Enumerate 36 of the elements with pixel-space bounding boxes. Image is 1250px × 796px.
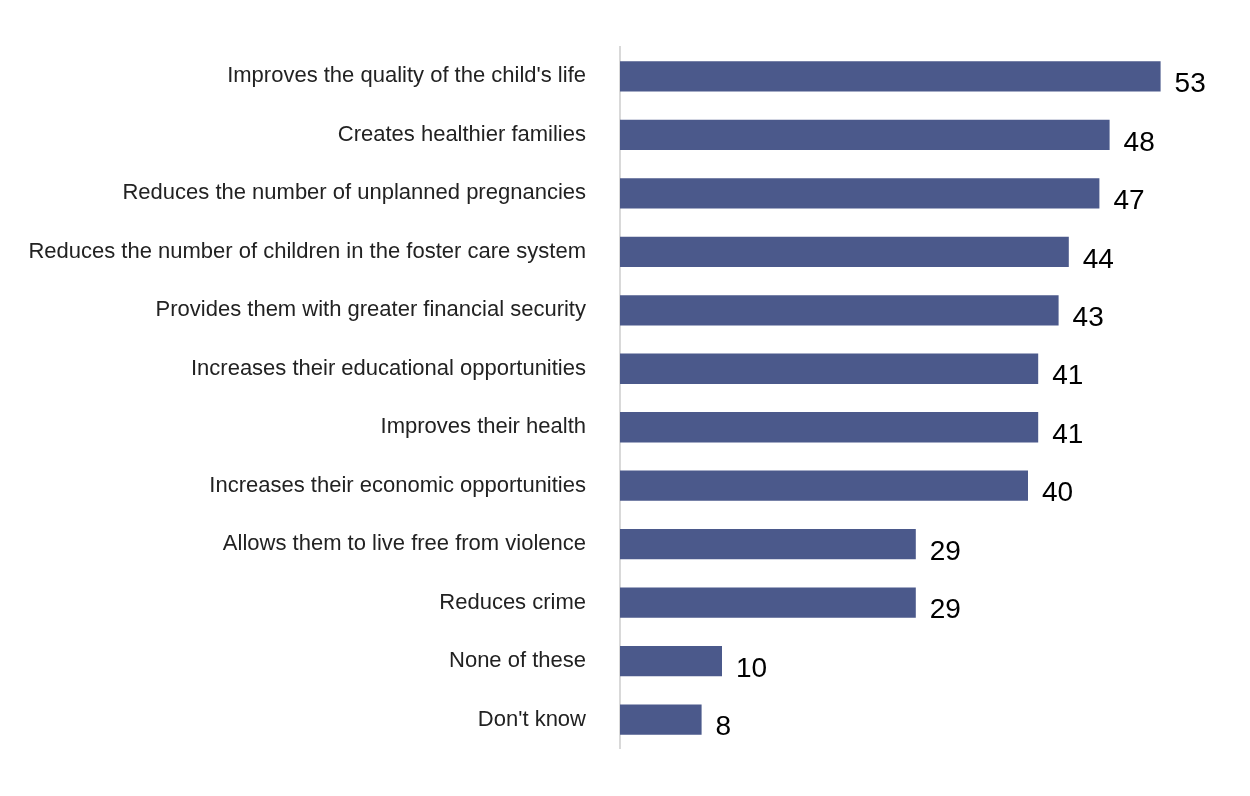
bar [620, 645, 722, 677]
data-label: 44 [1082, 242, 1114, 274]
bar [620, 119, 1110, 151]
data-label: 41 [1052, 417, 1084, 449]
y-tick-label: Increases their educational opportunities [190, 354, 586, 380]
data-label: 48 [1123, 125, 1155, 157]
bar [620, 236, 1069, 267]
y-tick-label: Improves their health [380, 413, 586, 439]
y-tick-label: None of these [449, 647, 586, 673]
y-tick-label: Creates healthier families [337, 120, 586, 146]
data-label: 43 [1072, 301, 1104, 333]
data-label: 29 [929, 534, 961, 566]
y-tick-label: Increases their economic opportunities [209, 471, 586, 497]
data-label: 29 [929, 593, 961, 625]
data-label: 53 [1174, 67, 1206, 99]
data-label: 8 [715, 710, 732, 742]
y-tick-label: Allows them to live free from violence [222, 530, 586, 556]
y-tick-label: Provides them with greater financial security [155, 296, 586, 322]
data-label: 41 [1052, 359, 1084, 391]
data-label: 10 [736, 651, 768, 683]
data-label: 40 [1042, 476, 1074, 508]
bar [620, 412, 1039, 443]
bar [620, 353, 1039, 384]
y-tick-label: Improves the quality of the child's life [227, 62, 586, 88]
bar [620, 295, 1059, 326]
y-tick-label: Reduces the number of children in the foster care system [28, 237, 586, 263]
bar [620, 178, 1100, 209]
data-label: 47 [1113, 184, 1145, 216]
y-tick-label: Don't know [477, 705, 587, 731]
y-tick-label: Reduces the number of unplanned pregnancies [122, 179, 586, 205]
y-tick-label: Reduces crime [439, 588, 586, 614]
bar [620, 529, 916, 560]
bar [620, 704, 702, 735]
bar [620, 470, 1028, 501]
bar [620, 587, 916, 618]
bar [620, 61, 1161, 92]
